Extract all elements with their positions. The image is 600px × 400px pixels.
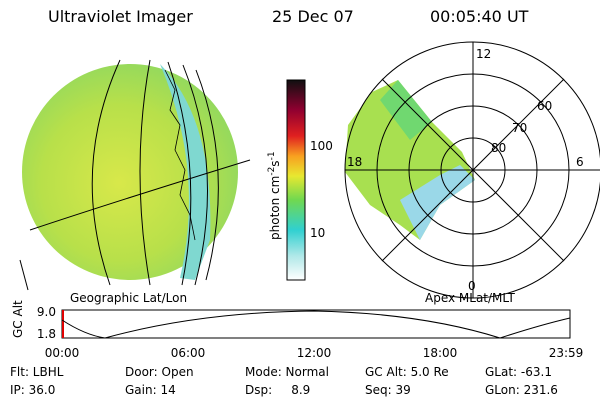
polar-image: [344, 41, 600, 299]
footer-field: Mode: Normal: [245, 365, 329, 379]
footer-field: GLon: 231.6: [485, 383, 558, 397]
colorbar-tick: 10: [310, 226, 325, 240]
mlt-label: 0: [468, 279, 476, 293]
x-tick-label: 00:00: [45, 346, 80, 360]
x-tick-label: 12:00: [297, 346, 332, 360]
footer-field: Dsp: 8.9: [245, 383, 310, 397]
mlt-label: 12: [476, 47, 491, 61]
right-label: Apex MLat/MLT: [425, 291, 515, 305]
mlt-label: 18: [347, 155, 362, 169]
footer-field: IP: 36.0: [10, 383, 55, 397]
footer-field: GC Alt: 5.0 Re: [365, 365, 449, 379]
instrument: Ultraviolet Imager: [48, 7, 193, 26]
footer-field: Seq: 39: [365, 383, 411, 397]
footer-field: GLat: -63.1: [485, 365, 552, 379]
globe-image: [19, 59, 251, 291]
footer-field: Flt: LBHL: [10, 365, 64, 379]
y-tick-label: 9.0: [37, 305, 56, 319]
mlt-label: 6: [576, 155, 584, 169]
footer-field: Gain: 14: [125, 383, 176, 397]
altitude-label: GC Alt: [11, 300, 25, 338]
date: 25 Dec 07: [272, 7, 354, 26]
x-tick-label: 23:59: [549, 346, 584, 360]
mlat-label: 60: [537, 99, 552, 113]
colorbar: [286, 79, 306, 281]
x-tick-label: 06:00: [171, 346, 206, 360]
footer-field: Door: Open: [125, 365, 194, 379]
x-tick-label: 18:00: [423, 346, 458, 360]
altitude-panel: [61, 309, 571, 339]
left-label: Geographic Lat/Lon: [70, 291, 187, 305]
colorbar-tick: 100: [310, 139, 333, 153]
time: 00:05:40 UT: [430, 7, 529, 26]
y-tick-label: 1.8: [37, 327, 56, 341]
mlat-label: 70: [512, 121, 527, 135]
mlat-label: 80: [491, 141, 506, 155]
colorbar-unit: photon cm-2s-1: [267, 151, 282, 240]
